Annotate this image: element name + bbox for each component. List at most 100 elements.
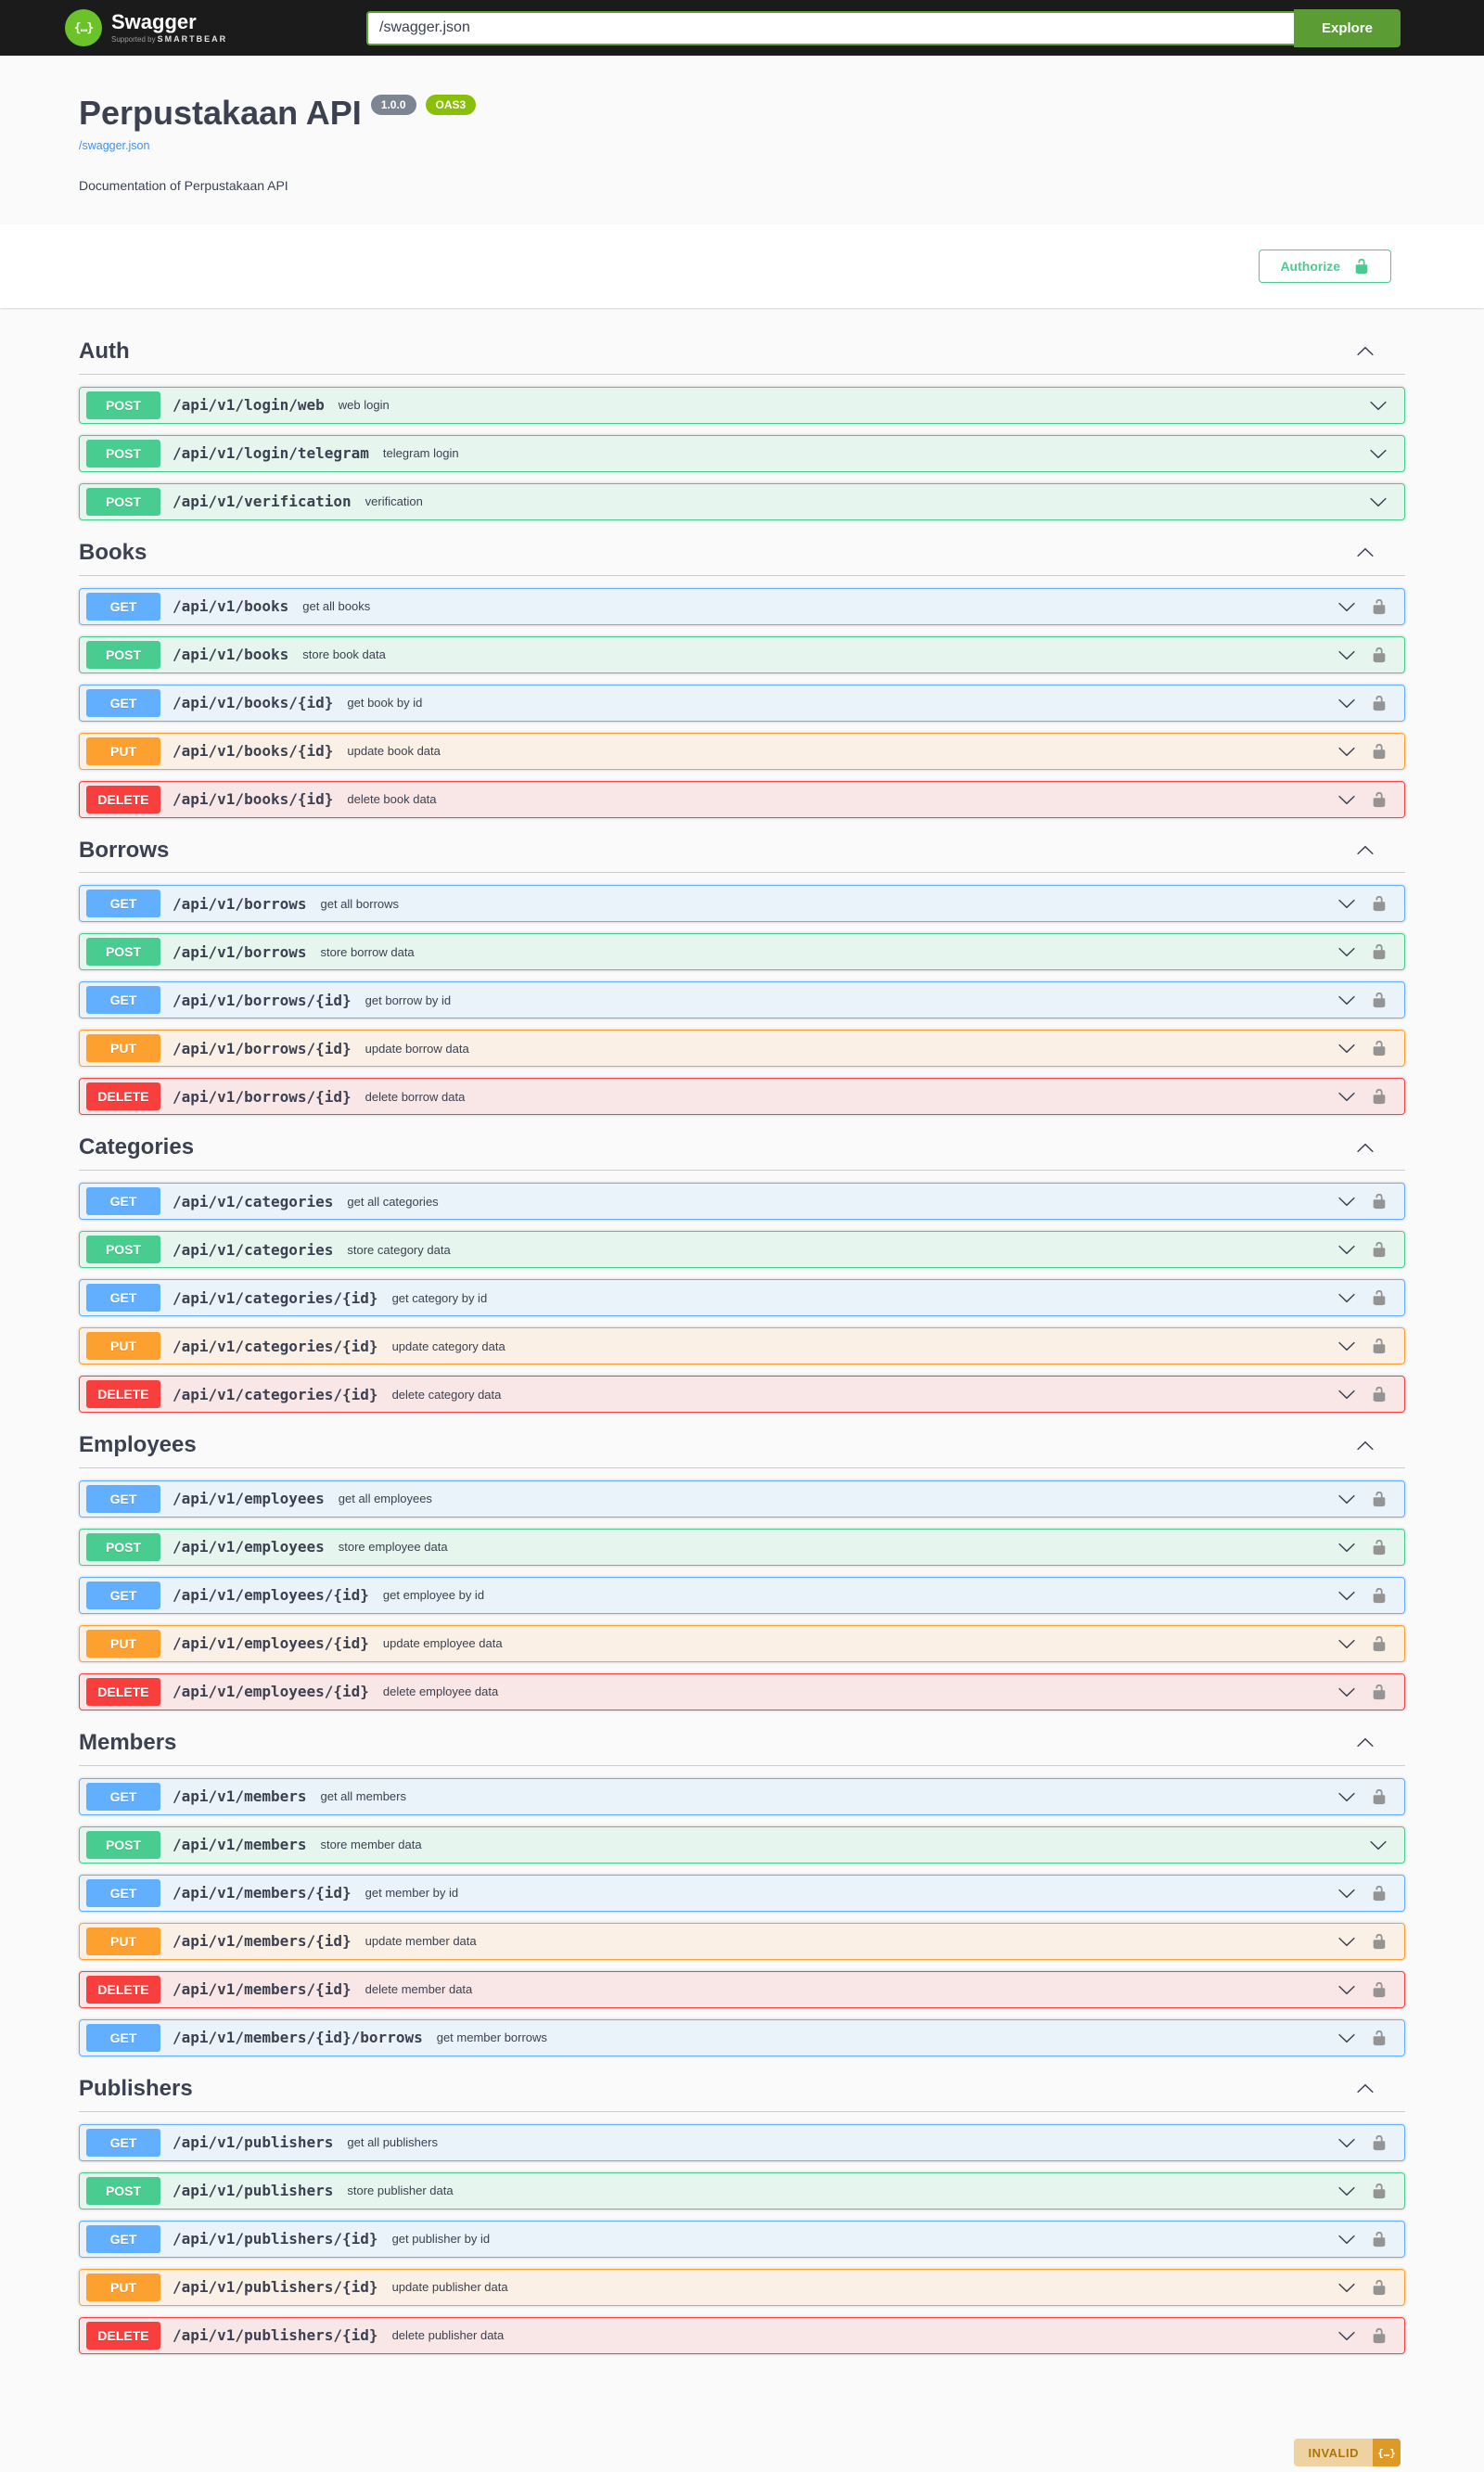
chevron-down-icon[interactable]: [1337, 1385, 1356, 1403]
auth-lock-icon[interactable]: [1371, 1386, 1388, 1403]
chevron-down-icon[interactable]: [1337, 1337, 1356, 1355]
auth-lock-icon[interactable]: [1371, 1040, 1388, 1057]
auth-lock-icon[interactable]: [1371, 2279, 1388, 2296]
auth-lock-icon[interactable]: [1371, 1289, 1388, 1306]
operation-row[interactable]: GET /api/v1/borrows get all borrows: [79, 885, 1405, 923]
auth-lock-icon[interactable]: [1371, 2134, 1388, 2151]
operation-row[interactable]: POST /api/v1/members store member data: [79, 1825, 1405, 1864]
chevron-down-icon[interactable]: [1369, 444, 1388, 463]
operation-row[interactable]: DELETE /api/v1/categories/{id} delete ca…: [79, 1376, 1405, 1414]
operation-row[interactable]: GET /api/v1/borrows/{id} get borrow by i…: [79, 981, 1405, 1019]
auth-lock-icon[interactable]: [1371, 992, 1388, 1008]
auth-lock-icon[interactable]: [1371, 598, 1388, 615]
operation-row[interactable]: GET /api/v1/employees get all employees: [79, 1479, 1405, 1518]
operation-row[interactable]: DELETE /api/v1/publishers/{id} delete pu…: [79, 2316, 1405, 2354]
operation-row[interactable]: POST /api/v1/verification verification: [79, 482, 1405, 520]
chevron-down-icon[interactable]: [1337, 646, 1356, 664]
auth-lock-icon[interactable]: [1371, 1088, 1388, 1105]
tag-header[interactable]: Categories: [79, 1126, 1405, 1172]
operation-row[interactable]: GET /api/v1/publishers/{id} get publishe…: [79, 2220, 1405, 2258]
operation-row[interactable]: PUT /api/v1/employees/{id} update employ…: [79, 1624, 1405, 1662]
auth-lock-icon[interactable]: [1371, 1635, 1388, 1652]
chevron-down-icon[interactable]: [1337, 1787, 1356, 1806]
chevron-down-icon[interactable]: [1337, 1490, 1356, 1508]
chevron-down-icon[interactable]: [1337, 1683, 1356, 1701]
chevron-down-icon[interactable]: [1337, 1240, 1356, 1259]
operation-row[interactable]: GET /api/v1/members/{id} get member by i…: [79, 1874, 1405, 1912]
authorize-button[interactable]: Authorize: [1259, 250, 1391, 283]
auth-lock-icon[interactable]: [1371, 1788, 1388, 1805]
tag-header[interactable]: Auth: [79, 330, 1405, 375]
operation-row[interactable]: PUT /api/v1/categories/{id} update categ…: [79, 1327, 1405, 1365]
chevron-down-icon[interactable]: [1337, 1538, 1356, 1556]
operation-row[interactable]: PUT /api/v1/borrows/{id} update borrow d…: [79, 1030, 1405, 1068]
chevron-down-icon[interactable]: [1337, 597, 1356, 616]
auth-lock-icon[interactable]: [1371, 743, 1388, 760]
chevron-down-icon[interactable]: [1337, 694, 1356, 712]
auth-lock-icon[interactable]: [1371, 1338, 1388, 1354]
auth-lock-icon[interactable]: [1371, 1539, 1388, 1556]
operation-row[interactable]: POST /api/v1/login/telegram telegram log…: [79, 434, 1405, 472]
auth-lock-icon[interactable]: [1371, 1491, 1388, 1507]
chevron-up-icon[interactable]: [1356, 544, 1375, 562]
auth-lock-icon[interactable]: [1371, 1885, 1388, 1902]
swagger-logo-link[interactable]: {…} Swagger Supported by SMARTBEAR: [65, 9, 227, 46]
operation-row[interactable]: DELETE /api/v1/employees/{id} delete emp…: [79, 1672, 1405, 1710]
operation-row[interactable]: POST /api/v1/borrows store borrow data: [79, 933, 1405, 971]
operation-row[interactable]: POST /api/v1/categories store category d…: [79, 1231, 1405, 1269]
operation-row[interactable]: POST /api/v1/publishers store publisher …: [79, 2171, 1405, 2209]
auth-lock-icon[interactable]: [1371, 1193, 1388, 1210]
operation-row[interactable]: PUT /api/v1/members/{id} update member d…: [79, 1922, 1405, 1960]
auth-lock-icon[interactable]: [1371, 2327, 1388, 2344]
auth-lock-icon[interactable]: [1371, 2030, 1388, 2046]
auth-lock-icon[interactable]: [1371, 895, 1388, 912]
chevron-down-icon[interactable]: [1337, 1884, 1356, 1902]
chevron-down-icon[interactable]: [1337, 1192, 1356, 1210]
operation-row[interactable]: GET /api/v1/publishers get all publisher…: [79, 2123, 1405, 2161]
chevron-down-icon[interactable]: [1337, 1932, 1356, 1951]
chevron-up-icon[interactable]: [1356, 1437, 1375, 1455]
chevron-down-icon[interactable]: [1369, 1836, 1388, 1854]
chevron-up-icon[interactable]: [1356, 1734, 1375, 1752]
chevron-down-icon[interactable]: [1337, 2326, 1356, 2345]
explore-button[interactable]: Explore: [1293, 8, 1401, 47]
operation-row[interactable]: DELETE /api/v1/members/{id} delete membe…: [79, 1970, 1405, 2008]
operation-row[interactable]: DELETE /api/v1/borrows/{id} delete borro…: [79, 1078, 1405, 1116]
spec-url-input[interactable]: [366, 10, 1294, 45]
operation-row[interactable]: DELETE /api/v1/books/{id} delete book da…: [79, 780, 1405, 818]
auth-lock-icon[interactable]: [1371, 1684, 1388, 1700]
operation-row[interactable]: GET /api/v1/members/{id}/borrows get mem…: [79, 2018, 1405, 2056]
operation-row[interactable]: POST /api/v1/employees store employee da…: [79, 1528, 1405, 1566]
auth-lock-icon[interactable]: [1371, 2231, 1388, 2248]
tag-header[interactable]: Borrows: [79, 829, 1405, 874]
tag-header[interactable]: Employees: [79, 1424, 1405, 1468]
chevron-down-icon[interactable]: [1337, 2133, 1356, 2152]
chevron-down-icon[interactable]: [1337, 2182, 1356, 2200]
auth-lock-icon[interactable]: [1371, 943, 1388, 960]
chevron-down-icon[interactable]: [1337, 742, 1356, 761]
chevron-down-icon[interactable]: [1337, 2029, 1356, 2047]
operation-row[interactable]: GET /api/v1/members get all members: [79, 1777, 1405, 1815]
chevron-down-icon[interactable]: [1337, 991, 1356, 1009]
auth-lock-icon[interactable]: [1371, 647, 1388, 663]
operation-row[interactable]: GET /api/v1/books get all books: [79, 587, 1405, 625]
operation-row[interactable]: POST /api/v1/books store book data: [79, 635, 1405, 673]
chevron-down-icon[interactable]: [1369, 396, 1388, 415]
operation-row[interactable]: PUT /api/v1/books/{id} update book data: [79, 732, 1405, 770]
chevron-down-icon[interactable]: [1337, 1039, 1356, 1057]
auth-lock-icon[interactable]: [1371, 695, 1388, 711]
operation-row[interactable]: GET /api/v1/books/{id} get book by id: [79, 684, 1405, 722]
auth-lock-icon[interactable]: [1371, 1587, 1388, 1604]
chevron-down-icon[interactable]: [1337, 942, 1356, 961]
validator-badge[interactable]: INVALID {…}: [1294, 2439, 1401, 2466]
auth-lock-icon[interactable]: [1371, 1241, 1388, 1258]
chevron-up-icon[interactable]: [1356, 841, 1375, 860]
chevron-down-icon[interactable]: [1337, 1288, 1356, 1307]
chevron-down-icon[interactable]: [1337, 790, 1356, 809]
chevron-down-icon[interactable]: [1337, 1980, 1356, 1999]
operation-row[interactable]: PUT /api/v1/publishers/{id} update publi…: [79, 2268, 1405, 2306]
chevron-down-icon[interactable]: [1337, 2230, 1356, 2248]
tag-header[interactable]: Publishers: [79, 2068, 1405, 2112]
tag-header[interactable]: Members: [79, 1722, 1405, 1766]
operation-row[interactable]: POST /api/v1/login/web web login: [79, 386, 1405, 424]
